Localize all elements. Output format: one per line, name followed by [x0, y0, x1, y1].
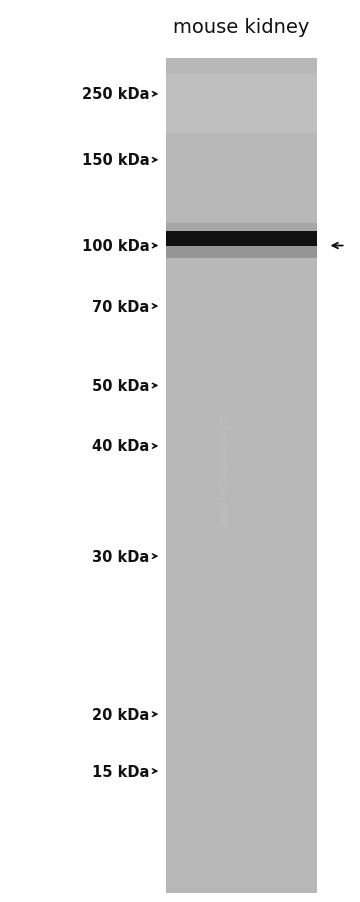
- Text: www.Proteintech.com: www.Proteintech.com: [218, 412, 228, 526]
- Bar: [166, 231, 317, 246]
- Text: 30 kDa: 30 kDa: [92, 549, 149, 564]
- Text: 70 kDa: 70 kDa: [92, 299, 149, 314]
- Text: 20 kDa: 20 kDa: [92, 707, 149, 722]
- Text: 40 kDa: 40 kDa: [92, 439, 149, 454]
- Bar: [166, 246, 317, 259]
- Bar: [166, 224, 317, 232]
- Text: 50 kDa: 50 kDa: [92, 379, 149, 393]
- Bar: [166, 59, 317, 893]
- Text: mouse kidney: mouse kidney: [173, 17, 309, 37]
- Text: 15 kDa: 15 kDa: [92, 764, 149, 778]
- Text: 250 kDa: 250 kDa: [82, 87, 149, 102]
- Text: 150 kDa: 150 kDa: [82, 153, 149, 168]
- Text: 100 kDa: 100 kDa: [82, 239, 149, 253]
- Bar: [166, 75, 317, 133]
